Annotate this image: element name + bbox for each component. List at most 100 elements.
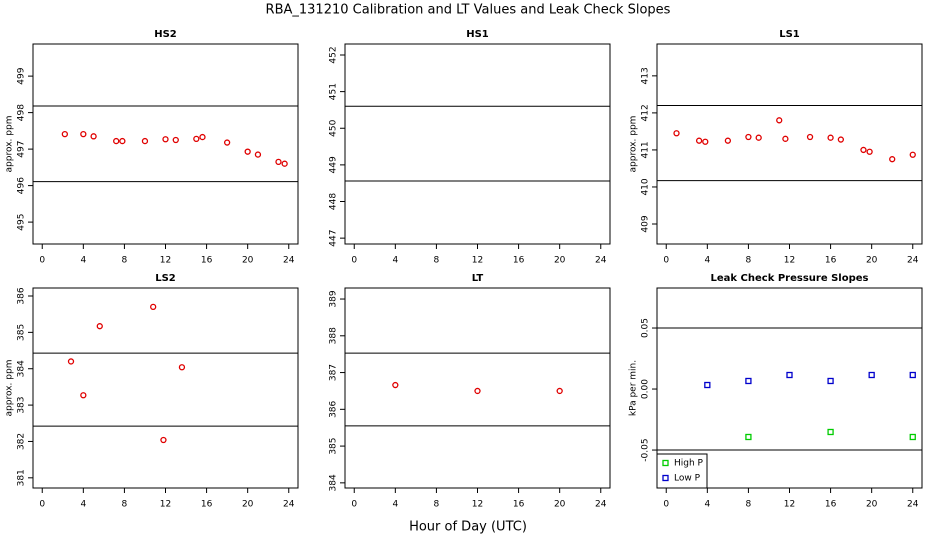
point (889, 156, 896, 163)
point (96, 323, 103, 330)
point (702, 138, 709, 145)
x-tick-label: 16 (513, 500, 525, 510)
y-tick-label: 450 (329, 119, 339, 136)
x-tick-label: 0 (663, 500, 669, 510)
plot-frame (32, 287, 299, 489)
point (141, 137, 149, 145)
x-tick-label: 16 (825, 256, 837, 266)
point (909, 433, 916, 441)
point (909, 151, 916, 158)
y-tick-label: 412 (641, 104, 651, 121)
y-tick-label: 497 (17, 141, 27, 158)
legend-label: High P (674, 459, 704, 469)
point (474, 387, 481, 395)
x-tick-label: 20 (242, 500, 254, 510)
x-tick-label: 20 (554, 256, 566, 266)
x-tick-label: 24 (595, 256, 607, 266)
point (172, 136, 179, 144)
y-tick-label: 448 (329, 193, 339, 210)
point (119, 137, 126, 145)
point (776, 117, 783, 124)
x-tick-label: 16 (513, 256, 525, 266)
point (244, 148, 251, 155)
x-tick-label: 24 (283, 500, 295, 510)
panel-title: HS2 (154, 29, 177, 40)
point (193, 135, 200, 143)
y-tick-label: 385 (329, 437, 339, 454)
x-tick-label: 16 (825, 500, 837, 510)
y-tick-label: 0.05 (641, 318, 651, 338)
point (80, 130, 87, 138)
x-tick-label: 0 (351, 500, 357, 510)
panel-title: LS2 (155, 273, 176, 284)
y-tick-label: 385 (17, 324, 27, 341)
point (695, 137, 703, 144)
x-tick-label: 0 (351, 256, 357, 266)
legend-label: Low P (674, 474, 701, 484)
x-tick-label: 4 (704, 256, 710, 266)
y-axis-label: approx. ppm (5, 360, 15, 417)
x-tick-label: 20 (866, 256, 878, 266)
y-tick-label: 499 (17, 67, 27, 84)
point (199, 133, 206, 141)
legend-marker (662, 459, 669, 467)
y-tick-label: 447 (329, 230, 339, 247)
y-tick-label: 382 (17, 433, 27, 450)
point (745, 133, 752, 141)
point (160, 436, 167, 444)
panel-title: Leak Check Pressure Slopes (711, 273, 869, 284)
x-tick-label: 8 (746, 500, 752, 510)
x-tick-label: 4 (80, 500, 86, 510)
x-tick-label: 16 (201, 256, 213, 266)
y-tick-label: 498 (17, 104, 27, 121)
x-tick-label: 8 (434, 500, 440, 510)
point (868, 371, 875, 379)
x-tick-label: 0 (39, 500, 45, 510)
legend-box (656, 453, 708, 489)
x-tick-label: 20 (554, 500, 566, 510)
x-tick-label: 4 (80, 256, 86, 266)
x-tick-label: 16 (201, 500, 213, 510)
point (827, 428, 834, 436)
x-tick-label: 24 (907, 256, 919, 266)
x-tick-label: 20 (866, 500, 878, 510)
plot-frame (656, 43, 923, 245)
x-tick-label: 24 (283, 256, 295, 266)
x-tick-label: 12 (784, 256, 795, 266)
y-tick-label: 411 (641, 141, 651, 158)
chart-title: RBA_131210 Calibration and LT Values and… (266, 3, 671, 18)
y-tick-label: 496 (17, 177, 27, 194)
y-tick-label: 384 (329, 474, 339, 491)
point (866, 148, 873, 155)
y-tick-label: 386 (329, 400, 339, 417)
point (223, 139, 231, 146)
y-axis-label: approx. ppm (629, 116, 639, 173)
y-axis-label: approx. ppm (5, 116, 15, 173)
y-tick-label: 384 (17, 360, 27, 377)
legend-marker (662, 474, 669, 482)
x-tick-label: 12 (160, 500, 171, 510)
x-tick-label: 8 (434, 256, 440, 266)
y-axis-label: kPa per min. (629, 360, 639, 416)
y-tick-label: 387 (329, 364, 339, 381)
point (704, 381, 711, 389)
x-tick-label: 4 (392, 256, 398, 266)
point (827, 134, 834, 141)
point (67, 358, 75, 365)
point (724, 137, 732, 144)
x-tick-label: 0 (663, 256, 669, 266)
y-tick-label: -0.05 (641, 438, 651, 461)
panel-title: LS1 (779, 29, 800, 40)
point (837, 136, 845, 143)
x-tick-label: 12 (472, 500, 483, 510)
y-tick-label: 386 (17, 287, 27, 304)
y-tick-label: 410 (641, 178, 651, 195)
x-tick-label: 12 (784, 500, 795, 510)
point (178, 364, 186, 371)
panel-title: LT (472, 273, 484, 284)
x-tick-label: 8 (122, 256, 128, 266)
y-tick-label: 388 (329, 327, 339, 344)
point (113, 137, 120, 145)
x-tick-label: 12 (160, 256, 171, 266)
